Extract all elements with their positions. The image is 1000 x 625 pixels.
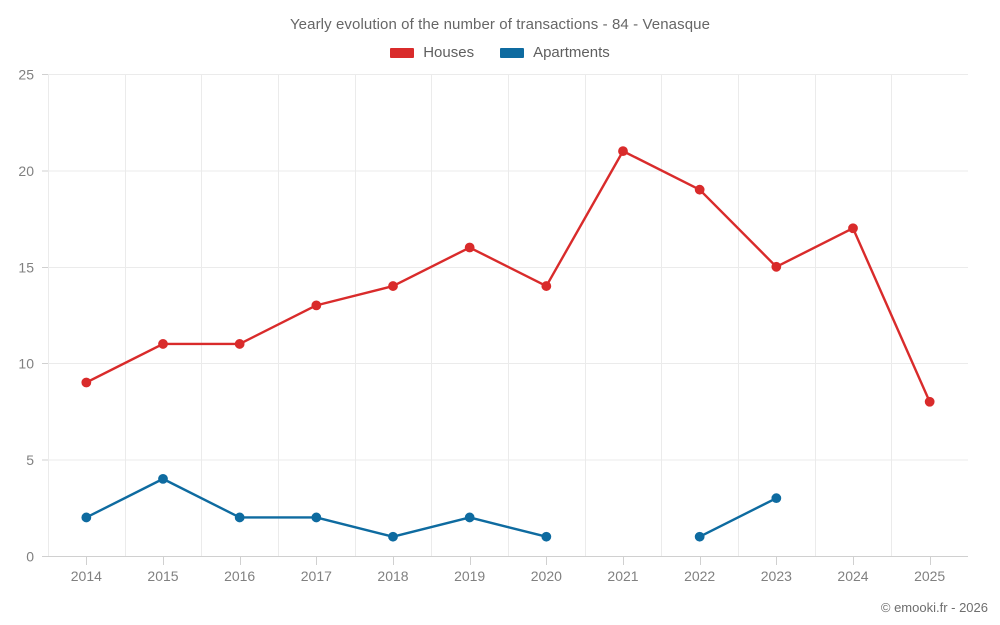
data-point-houses-2020[interactable] xyxy=(541,281,552,291)
x-axis-tick-label: 2017 xyxy=(301,568,332,584)
x-axis-tick-label: 2022 xyxy=(684,568,715,584)
data-point-houses-2015[interactable] xyxy=(158,339,168,349)
data-point-houses-2016[interactable] xyxy=(234,339,245,349)
legend-label-houses: Houses xyxy=(423,44,475,61)
series-line-houses xyxy=(85,149,931,403)
x-axis-tick-label: 2020 xyxy=(531,568,562,584)
legend-item-houses[interactable]: Houses xyxy=(390,44,474,61)
y-axis-tick-label: 15 xyxy=(18,259,34,275)
data-point-apartments-2022[interactable] xyxy=(694,531,705,542)
chart-legend: Houses Apartments xyxy=(0,44,1000,61)
data-point-apartments-2018[interactable] xyxy=(388,531,398,542)
x-axis-tick-label: 2018 xyxy=(377,568,408,584)
x-axis-tick-label: 2015 xyxy=(147,568,178,584)
data-point-apartments-2017[interactable] xyxy=(311,512,322,523)
data-point-apartments-2019[interactable] xyxy=(464,512,475,523)
chart-title: Yearly evolution of the number of transa… xyxy=(289,16,711,33)
data-point-apartments-2014[interactable] xyxy=(81,512,92,523)
data-point-apartments-2020[interactable] xyxy=(541,531,552,542)
y-axis-tick-label: 10 xyxy=(18,356,34,372)
x-axis-tick-label: 2024 xyxy=(837,568,868,584)
y-axis-tick-label: 25 xyxy=(18,67,34,83)
houses-color-swatch-icon xyxy=(390,47,415,58)
data-point-apartments-2016[interactable] xyxy=(234,512,245,523)
apartments-color-swatch-icon xyxy=(500,47,525,58)
y-axis-tick-label: 5 xyxy=(26,452,34,468)
x-axis-tick-label: 2019 xyxy=(454,568,485,584)
x-axis-tick-label: 2023 xyxy=(761,568,792,584)
y-axis-tick-label: 0 xyxy=(26,549,34,565)
y-axis-tick-label: 20 xyxy=(18,163,34,179)
data-point-houses-2024[interactable] xyxy=(848,223,858,234)
data-point-houses-2014[interactable] xyxy=(81,377,92,388)
x-axis-tick-label: 2025 xyxy=(914,568,945,584)
data-point-houses-2023[interactable] xyxy=(771,261,782,272)
data-point-apartments-2023[interactable] xyxy=(771,493,782,504)
legend-item-apartments[interactable]: Apartments xyxy=(500,44,610,61)
data-point-houses-2022[interactable] xyxy=(694,184,705,195)
data-point-houses-2017[interactable] xyxy=(311,300,322,311)
copyright-footer: © emooki.fr - 2026 xyxy=(880,600,988,615)
series-line-apartments xyxy=(85,477,548,538)
legend-label-apartments: Apartments xyxy=(533,44,610,61)
data-point-houses-2021[interactable] xyxy=(618,146,628,157)
data-point-houses-2025[interactable] xyxy=(924,396,935,407)
series-line-apartments xyxy=(698,496,778,538)
data-point-houses-2018[interactable] xyxy=(388,281,398,291)
x-axis-tick-label: 2014 xyxy=(71,568,102,584)
data-point-apartments-2015[interactable] xyxy=(158,473,168,484)
data-point-houses-2019[interactable] xyxy=(464,242,475,253)
x-axis-tick-label: 2016 xyxy=(224,568,255,584)
x-axis-tick-label: 2021 xyxy=(607,568,638,584)
